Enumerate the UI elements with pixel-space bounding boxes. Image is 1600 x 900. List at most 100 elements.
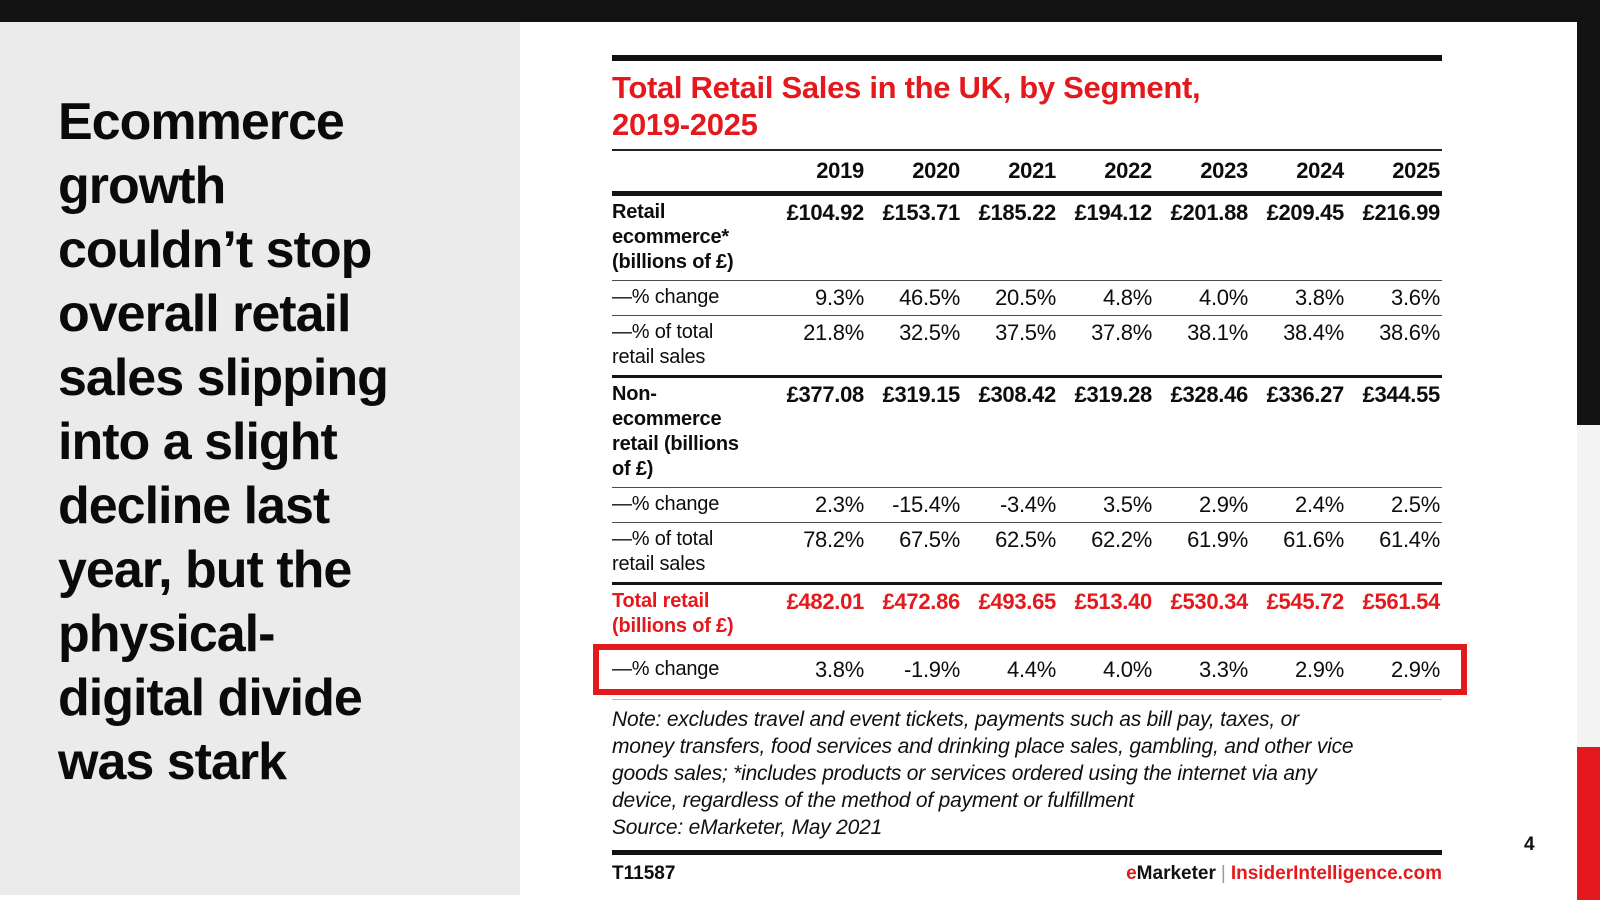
cell-value: £561.54 [1362,589,1441,614]
year-header: 2019 [816,158,864,183]
cell-value: £216.99 [1362,200,1441,225]
chart-id: T11587 [612,863,676,884]
page-number: 4 [1524,834,1535,855]
cell-value: 37.8% [1091,320,1152,345]
table-row: —% change 9.3% 46.5% 20.5% 4.8% 4.0% 3.8% 3.6% [612,280,1442,315]
cell-value: 4.4% [1007,657,1056,682]
cell-value: £194.12 [1074,200,1153,225]
cell-value: 61.6% [1283,527,1344,552]
cell-value: 3.8% [815,657,864,682]
cell-value: 3.8% [1295,285,1344,310]
right-edge-gray-bar [1577,425,1600,747]
year-header: 2020 [912,158,960,183]
headline-panel: Ecommerce growth couldn’t stop overall r… [0,22,520,895]
cell-value: £319.28 [1074,382,1153,407]
cell-value: 2.9% [1295,657,1344,682]
figure-footer: T11587 eMarketer | InsiderIntelligence.com [612,863,1442,885]
year-header: 2025 [1392,158,1440,183]
right-edge-red-bar [1577,747,1600,900]
cell-value: £482.01 [786,589,865,614]
cell-value: £185.22 [978,200,1057,225]
figure-source: Source: eMarketer, May 2021 [612,816,883,839]
cell-value: £153.71 [882,200,961,225]
cell-value: -1.9% [904,657,960,682]
cell-value: £319.15 [882,382,961,407]
cell-value: £493.65 [978,589,1057,614]
cell-value: 9.3% [815,285,864,310]
row-label: Total retail (billions of £) [612,590,734,637]
figure-note: Note: excludes travel and event tickets,… [612,708,1354,812]
cell-value: £209.45 [1266,200,1345,225]
table-bottom-hairline [612,699,1442,700]
brand-emarketer-e: e [1126,863,1137,884]
cell-value: 46.5% [899,285,960,310]
table-row: —% of total retail sales 21.8% 32.5% 37.5% 3… [612,315,1442,375]
title-divider [612,149,1442,151]
cell-value: £201.88 [1170,200,1249,225]
row-label: —% change [612,286,720,308]
brand-emarketer-rest: Marketer [1136,863,1216,884]
row-label: Non- ecommerce retail (billions of £) [612,383,739,480]
top-bar [0,0,1600,22]
brand-separator: | [1220,863,1226,884]
cell-value: £530.34 [1170,589,1249,614]
cell-value: £545.72 [1266,589,1345,614]
table-row: Non- ecommerce retail (billions of £) £37… [612,375,1442,487]
cell-value: 3.6% [1391,285,1440,310]
cell-value: £328.46 [1170,382,1249,407]
year-header: 2023 [1200,158,1248,183]
cell-value: 4.8% [1103,285,1152,310]
brand-lockup: eMarketer | InsiderIntelligence.com [1126,863,1442,885]
right-edge-black-bar [1577,0,1600,425]
cell-value: £308.42 [978,382,1057,407]
cell-value: 61.9% [1187,527,1248,552]
table-row-highlighted: —% change 3.8% -1.9% 4.4% 4.0% 3.3% 2.9% 2.9% [593,644,1467,695]
cell-value: -3.4% [1000,492,1056,517]
cell-value: 2.9% [1199,492,1248,517]
cell-value: £336.27 [1266,382,1345,407]
cell-value: £344.55 [1362,382,1441,407]
cell-value: 21.8% [803,320,864,345]
figure-title: Total Retail Sales in the UK, by Segment… [612,70,1201,142]
cell-value: 62.2% [1091,527,1152,552]
cell-value: 2.4% [1295,492,1344,517]
cell-value: 37.5% [995,320,1056,345]
row-label: —% change [612,493,720,515]
cell-value: 2.9% [1391,657,1440,682]
slide-headline: Ecommerce growth couldn’t stop overall r… [58,93,389,791]
cell-value: 3.5% [1103,492,1152,517]
cell-value: 62.5% [995,527,1056,552]
cell-value: 38.4% [1283,320,1344,345]
cell-value: 78.2% [803,527,864,552]
cell-value: 20.5% [995,285,1056,310]
cell-value: 61.4% [1379,527,1440,552]
table-row: Retail ecommerce* (billions of £) £104.92… [612,193,1442,280]
cell-value: 2.5% [1391,492,1440,517]
cell-value: £377.08 [786,382,865,407]
cell-value: £472.86 [882,589,961,614]
emarketer-figure: Total Retail Sales in the UK, by Segment… [593,55,1467,885]
cell-value: 2.3% [815,492,864,517]
figure-footer-rule [612,850,1442,855]
data-table: Retail ecommerce* (billions of £) £104.92… [593,193,1467,695]
cell-value: 38.6% [1379,320,1440,345]
row-label: —% of total retail sales [612,528,714,575]
cell-value: 38.1% [1187,320,1248,345]
cell-value: 4.0% [1103,657,1152,682]
row-label: Retail ecommerce* (billions of £) [612,201,734,273]
cell-value: £513.40 [1074,589,1153,614]
cell-value: £104.92 [786,200,865,225]
row-label: —% of total retail sales [612,321,714,368]
table-row: —% change 2.3% -15.4% -3.4% 3.5% 2.9% 2.4% 2.5% [612,487,1442,522]
cell-value: 4.0% [1199,285,1248,310]
year-header: 2021 [1008,158,1056,183]
year-header: 2022 [1104,158,1152,183]
cell-value: 67.5% [899,527,960,552]
row-label: —% change [612,658,720,680]
year-header: 2024 [1296,158,1344,183]
figure-top-rule [612,55,1442,61]
table-row: —% of total retail sales 78.2% 67.5% 62.5% 6… [612,522,1442,582]
cell-value: 3.3% [1199,657,1248,682]
brand-site-link[interactable]: InsiderIntelligence.com [1230,863,1442,884]
cell-value: -15.4% [892,492,960,517]
